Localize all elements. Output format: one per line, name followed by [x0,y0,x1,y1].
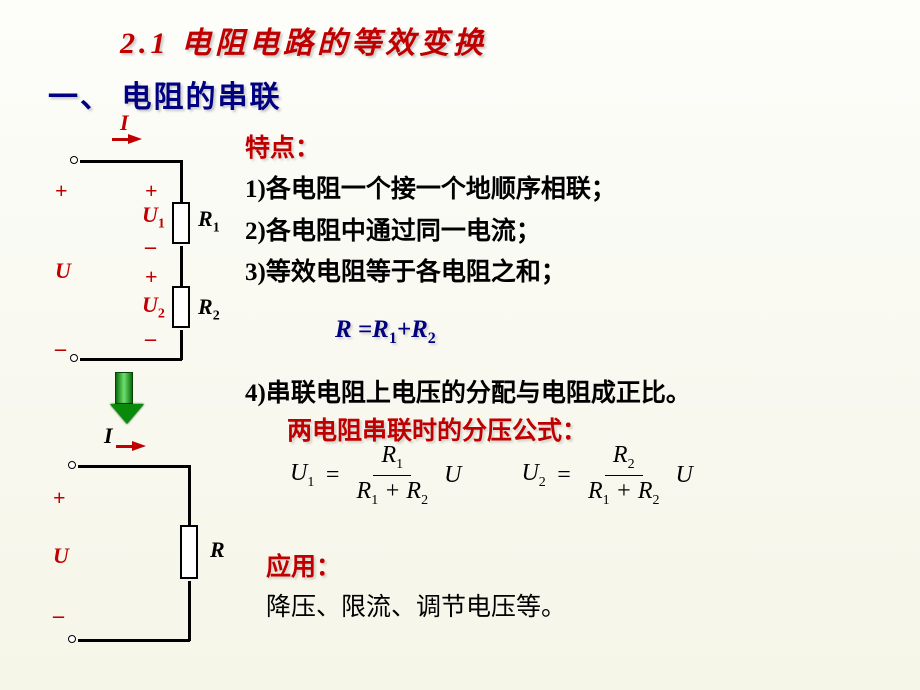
label-r: R [210,537,225,563]
circuit-diagram-2: I + U _ R [68,455,238,655]
circuit-diagram-1: I + U _ + U1 _ + U2 _ R1 R2 [70,150,235,365]
point-4: 4)串联电阻上电压的分配与电阻成正比。 [245,375,691,413]
label-minus-u1: _ [145,226,156,252]
content-block-1: 特点： 1)各电阻一个接一个地顺序相联； 2)各电阻中通过同一电流； 3)等效电… [245,128,616,293]
point-1: 1)各电阻一个接一个地顺序相联； [245,169,616,210]
label-i-1: I [120,110,129,136]
label-r2: R2 [198,294,220,324]
point-3: 3)等效电阻等于各电阻之和； [245,252,616,293]
down-arrow-icon [110,372,138,424]
label-plus-u2: + [145,264,158,290]
content-block-3: 应用： 降压、限流、调节电压等。 [266,548,566,628]
formula-main: R =R1+R2 [335,316,436,348]
formula-u2: U2 = R2 R1 + R2 U [521,442,692,509]
label-plus-u-2: + [53,485,66,511]
label-i-2: I [104,423,113,449]
content-block-2: 4)串联电阻上电压的分配与电阻成正比。 两电阻串联时的分压公式： [245,375,691,450]
point-2: 2)各电阻中通过同一电流； [245,211,616,252]
label-minus-u: _ [55,328,66,354]
label-minus-u2: _ [145,318,156,344]
features-label: 特点： [245,128,616,169]
subsection-title: 一、 电阻的串联 [48,72,282,116]
label-r1: R1 [198,206,220,236]
application-label: 应用： [266,548,566,588]
label-minus-u-2: _ [53,595,64,621]
label-plus-u1: + [145,178,158,204]
formula-u1: U1 = R1 R1 + R2 U [290,442,461,509]
label-plus-u: + [55,178,68,204]
section-title: 2.1 电阻电路的等效变换 [120,18,487,62]
label-u: U [55,258,71,284]
application-text: 降压、限流、调节电压等。 [266,588,566,628]
divider-formulas: U1 = R1 R1 + R2 U U2 = R2 R1 + R2 U [290,442,693,509]
label-u-2: U [53,543,69,569]
